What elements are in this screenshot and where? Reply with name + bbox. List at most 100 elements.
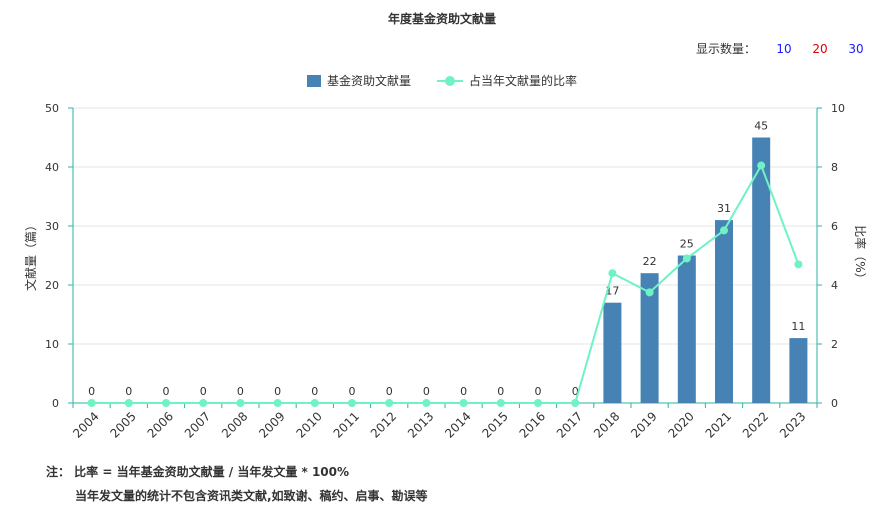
y2-axis-label: 比率（%） [853, 225, 868, 284]
y2-tick-label: 8 [831, 161, 838, 174]
ratio-point [757, 161, 766, 170]
x-tick-label: 2022 [740, 409, 771, 440]
chart-title: 年度基金资助文献量 [387, 12, 496, 26]
x-tick-label: 2012 [368, 409, 399, 440]
x-tick-label: 2015 [479, 409, 510, 440]
bar [677, 255, 696, 403]
y2-tick-label: 2 [831, 338, 838, 351]
ratio-point [124, 399, 133, 407]
bar-series [603, 137, 808, 403]
x-tick-label: 2008 [219, 409, 250, 440]
note-exclusion: 当年发文量的统计不包含资讯类文献,如致谢、稿约、启事、勘误等 [75, 489, 428, 503]
x-tick-label: 2019 [628, 409, 659, 440]
bar-data-label: 0 [311, 385, 318, 398]
ratio-point [310, 399, 319, 407]
bar-data-label: 0 [200, 385, 207, 398]
ratio-point [348, 399, 356, 407]
x-tick-label: 2016 [517, 409, 548, 440]
bar-data-label: 0 [88, 385, 95, 398]
ratio-point [273, 399, 282, 407]
ratio-point [682, 254, 691, 263]
y2-tick-labels: 0 2 4 6 8 10 [831, 102, 845, 410]
chart-legend: 基金资助文献量 占当年文献量的比率 [0, 72, 884, 89]
x-tick-label: 2013 [405, 409, 436, 440]
x-tick-label: 2006 [145, 409, 176, 440]
ratio-point [162, 399, 170, 407]
x-tick-labels: 2004 2005 2006 2007 2008 2009 2010 2011 2012 2013… [70, 409, 808, 440]
legend-label-bar-series: 基金资助文献量 [326, 74, 411, 88]
bar [789, 338, 808, 403]
x-tick-label: 2005 [107, 409, 138, 440]
y-tick-label: 30 [45, 220, 59, 233]
legend-label-line-series: 占当年文献量的比率 [469, 74, 578, 88]
x-tick-label: 2017 [554, 409, 585, 440]
legend-item-bar-series[interactable]: 基金资助文献量 [306, 72, 411, 89]
bar [715, 220, 733, 403]
ratio-point [794, 260, 803, 269]
bar [640, 273, 659, 403]
ratio-point [236, 399, 245, 407]
ratio-point [571, 399, 580, 407]
x-tick-label: 2014 [442, 409, 473, 440]
legend-swatch-line [437, 75, 463, 87]
bar-data-label: 0 [460, 385, 467, 398]
ratio-point [87, 399, 96, 407]
ratio-point [720, 226, 728, 235]
ratio-point [496, 399, 505, 407]
axes [68, 107, 822, 408]
x-tick-label: 2011 [331, 409, 362, 440]
x-tick-label: 2023 [777, 409, 808, 440]
x-tick-label: 2007 [182, 409, 213, 440]
x-tick-label: 2009 [256, 409, 287, 440]
y-tick-label: 10 [45, 338, 59, 351]
bar-data-label: 22 [643, 255, 657, 268]
bar-data-label: 0 [125, 385, 132, 398]
line-series [87, 161, 803, 407]
display-count-option-20[interactable]: 20 [812, 41, 828, 56]
bar-data-label: 0 [497, 385, 504, 398]
ratio-point [608, 269, 617, 278]
display-count-label: 显示数量： [695, 42, 756, 56]
x-tick-label: 2010 [293, 409, 324, 440]
bar-data-label: 0 [386, 385, 393, 398]
bar-data-label: 0 [572, 385, 579, 398]
ratio-line [91, 163, 800, 404]
ratio-point [422, 399, 431, 407]
ratio-point [534, 399, 542, 407]
y2-tick-label: 4 [831, 279, 838, 292]
bar-data-label: 0 [274, 385, 281, 398]
y-tick-label: 40 [45, 161, 59, 174]
grid-lines [73, 107, 817, 404]
ratio-point [385, 399, 394, 407]
x-tick-label: 2021 [703, 409, 734, 440]
y-axis-label: 文献量（篇） [23, 219, 38, 291]
bar-data-label: 25 [680, 238, 694, 251]
y2-tick-label: 6 [831, 220, 838, 233]
x-tick-label: 2020 [665, 409, 696, 440]
ratio-point [645, 288, 654, 297]
display-count-option-10[interactable]: 10 [776, 41, 792, 56]
bar [752, 137, 771, 403]
bar-data-label: 0 [535, 385, 542, 398]
ratio-point [459, 399, 468, 407]
bar-data-label: 45 [754, 120, 768, 133]
bar-data-label: 0 [237, 385, 244, 398]
bar-data-label: 11 [791, 320, 805, 333]
y-tick-label: 20 [45, 279, 59, 292]
bar-data-label: 0 [349, 385, 356, 398]
y2-tick-label: 0 [831, 397, 838, 410]
display-count-option-30[interactable]: 30 [848, 41, 864, 56]
legend-item-line-series[interactable]: 占当年文献量的比率 [437, 72, 577, 89]
x-tick-label: 2004 [70, 409, 101, 440]
note-ratio-formula: 注： 比率 = 当年基金资助文献量 / 当年发文量 * 100% [46, 465, 350, 479]
bar-data-label: 31 [717, 202, 731, 215]
bar [603, 302, 622, 403]
y-tick-labels: 0 10 20 30 40 50 [45, 102, 59, 410]
y-tick-label: 0 [52, 397, 59, 410]
y-tick-label: 50 [45, 102, 59, 115]
display-count-selector: 显示数量： 10 20 30 [696, 40, 874, 57]
bar-data-label: 0 [163, 385, 170, 398]
legend-swatch-bar [306, 74, 321, 87]
